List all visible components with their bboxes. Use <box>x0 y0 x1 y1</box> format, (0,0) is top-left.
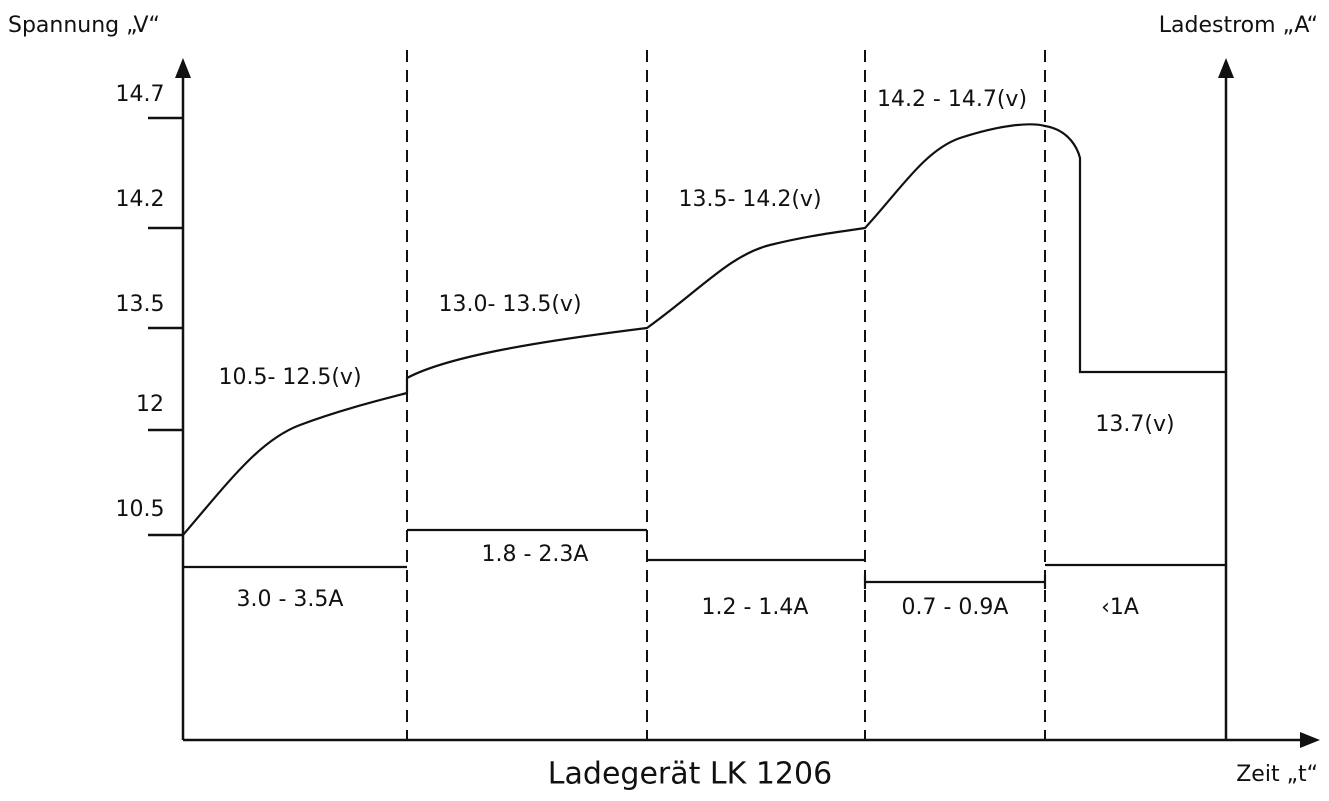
tick-label: 10.5 <box>116 497 165 522</box>
voltage-label: 13.5- 14.2(v) <box>678 187 821 212</box>
current-label: 0.7 - 0.9A <box>902 595 1009 620</box>
arrow <box>1300 732 1320 748</box>
stage-dividers <box>406 50 1046 740</box>
x-axis-label: Zeit „t“ <box>1236 762 1318 787</box>
current-label: 1.8 - 2.3A <box>482 542 589 567</box>
tick-label: 14.7 <box>116 82 165 107</box>
voltage-label: 13.0- 13.5(v) <box>438 292 581 317</box>
tick-label: 12 <box>136 392 164 417</box>
voltage-label: 10.5- 12.5(v) <box>218 365 361 390</box>
arrow <box>175 58 191 78</box>
voltage-label: 13.7(v) <box>1095 412 1174 437</box>
voltage-label: 14.2 - 14.7(v) <box>877 87 1027 112</box>
current-label: ‹1A <box>1101 595 1139 620</box>
current-label: 3.0 - 3.5A <box>237 587 344 612</box>
title: Ladegerät LK 1206 <box>548 757 832 792</box>
arrow <box>1218 58 1234 78</box>
current-label: 1.2 - 1.4A <box>702 595 809 620</box>
axes <box>148 58 1320 748</box>
y-axis-label: Spannung „V“ <box>8 13 160 38</box>
tick-label: 14.2 <box>116 187 165 212</box>
y2-axis-label: Ladestrom „A“ <box>1159 13 1318 38</box>
current-levels <box>183 528 1226 589</box>
voltage-curve <box>182 123 1226 536</box>
tick-label: 13.5 <box>116 292 165 317</box>
